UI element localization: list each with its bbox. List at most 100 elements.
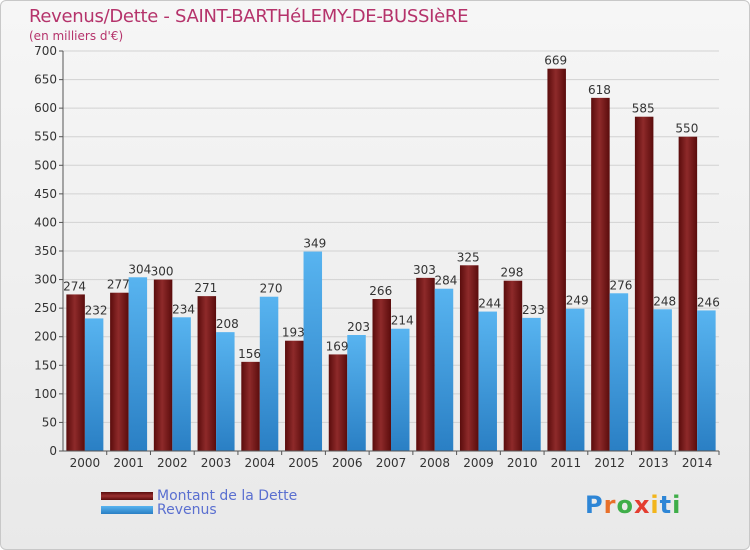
- bar-dette: [372, 299, 391, 451]
- value-label-revenus: 284: [435, 274, 458, 288]
- bar-dette: [503, 280, 523, 451]
- y-tick-label: 250: [34, 301, 57, 315]
- bars: [66, 68, 716, 451]
- value-label-dette: 669: [544, 54, 567, 68]
- value-label-revenus: 304: [128, 262, 151, 276]
- bar-dette: [547, 68, 566, 451]
- x-tick-label: 2008: [419, 456, 450, 470]
- bar-dette: [285, 340, 304, 451]
- y-tick-label: 450: [34, 187, 57, 201]
- legend-swatch-revenus: [101, 506, 153, 514]
- logo-letter: i: [672, 491, 682, 519]
- x-tick-label: 2011: [551, 456, 582, 470]
- value-label-dette: 303: [413, 263, 436, 277]
- value-label-revenus: 244: [478, 297, 501, 311]
- bar-revenus: [303, 251, 323, 451]
- logo-letter: P: [585, 491, 604, 519]
- value-label-revenus: 214: [391, 314, 414, 328]
- y-tick-label: 500: [34, 158, 57, 172]
- x-tick-label: 2007: [376, 456, 407, 470]
- value-label-revenus: 248: [653, 294, 676, 308]
- bar-dette: [328, 354, 348, 451]
- legend-item-dette: Montant de la Dette: [101, 488, 297, 504]
- y-tick-label: 300: [34, 273, 57, 287]
- legend-swatch-dette: [101, 492, 153, 500]
- value-label-dette: 298: [500, 266, 523, 280]
- bar-revenus: [522, 317, 541, 451]
- value-label-revenus: 233: [522, 303, 545, 317]
- proxiti-logo: Proxiti: [585, 491, 681, 519]
- value-label-dette: 618: [588, 83, 611, 97]
- bar-dette: [591, 97, 610, 451]
- value-label-dette: 277: [107, 278, 130, 292]
- x-tick-label: 2010: [507, 456, 538, 470]
- value-label-dette: 325: [457, 250, 480, 264]
- value-label-revenus: 246: [697, 295, 720, 309]
- bar-revenus: [697, 310, 716, 451]
- x-tick-label: 2000: [70, 456, 101, 470]
- value-label-revenus: 234: [172, 302, 195, 316]
- bar-revenus: [434, 288, 454, 451]
- y-tick-label: 700: [34, 44, 57, 58]
- bar-revenus: [653, 309, 672, 451]
- x-tick-label: 2012: [594, 456, 625, 470]
- value-label-dette: 156: [238, 347, 261, 361]
- y-tick-label: 550: [34, 130, 57, 144]
- legend-label-revenus: Revenus: [157, 502, 217, 518]
- x-tick-label: 2001: [113, 456, 144, 470]
- legend-label-dette: Montant de la Dette: [157, 488, 298, 504]
- bar-revenus: [347, 335, 366, 451]
- axes: 0 50 100 150 200 250 300 350 400 450 500 550 600 650 7…: [34, 44, 720, 470]
- value-label-revenus: 208: [216, 317, 239, 331]
- value-label-dette: 266: [369, 284, 392, 298]
- x-tick-label: 2014: [682, 456, 713, 470]
- value-labels: 274 232 277 304 300 234 271 208 156 270 193 349 169 2…: [63, 54, 720, 361]
- y-tick-label: 350: [34, 244, 57, 258]
- y-tick-label: 200: [34, 330, 57, 344]
- bar-revenus: [128, 277, 148, 451]
- x-tick-label: 2005: [288, 456, 319, 470]
- bar-dette: [634, 116, 654, 451]
- bar-dette: [678, 136, 698, 451]
- y-tick-label: 0: [49, 444, 57, 458]
- value-label-revenus: 232: [85, 303, 108, 317]
- chart-title: Revenus/Dette - SAINT-BARTHéLEMY-DE-BUSS…: [29, 6, 469, 27]
- bar-revenus: [259, 296, 279, 451]
- value-label-revenus: 276: [609, 278, 632, 292]
- y-tick-label: 50: [42, 415, 57, 429]
- bar-dette: [459, 265, 479, 451]
- logo-letter: x: [633, 491, 651, 519]
- bar-revenus: [565, 308, 585, 451]
- bar-revenus: [172, 317, 191, 451]
- y-tick-label: 100: [34, 387, 57, 401]
- logo-letter: i: [650, 491, 660, 519]
- x-tick-label: 2003: [201, 456, 232, 470]
- x-tick-label: 2006: [332, 456, 363, 470]
- bar-revenus: [216, 332, 235, 451]
- y-tick-label: 600: [34, 101, 57, 115]
- value-label-dette: 550: [675, 122, 698, 136]
- y-tick-label: 150: [34, 358, 57, 372]
- bar-revenus: [478, 311, 497, 451]
- x-tick-label: 2013: [638, 456, 669, 470]
- bar-revenus: [391, 328, 410, 451]
- logo-letter: o: [616, 491, 634, 519]
- y-tick-label: 650: [34, 73, 57, 87]
- x-tick-label: 2002: [157, 456, 188, 470]
- bar-dette: [153, 279, 173, 451]
- bar-dette: [416, 277, 435, 451]
- value-label-dette: 300: [151, 265, 174, 279]
- bar-dette: [66, 294, 85, 451]
- value-label-revenus: 270: [260, 282, 283, 296]
- logo-letter: r: [603, 491, 617, 519]
- x-tick-label: 2004: [245, 456, 276, 470]
- bar-dette: [197, 296, 217, 451]
- y-tick-label: 400: [34, 215, 57, 229]
- value-label-revenus: 249: [566, 294, 589, 308]
- value-label-dette: 193: [282, 326, 305, 340]
- x-tick-label: 2009: [463, 456, 494, 470]
- chart-subtitle: (en milliers d'€): [29, 29, 124, 43]
- value-label-dette: 274: [63, 279, 86, 293]
